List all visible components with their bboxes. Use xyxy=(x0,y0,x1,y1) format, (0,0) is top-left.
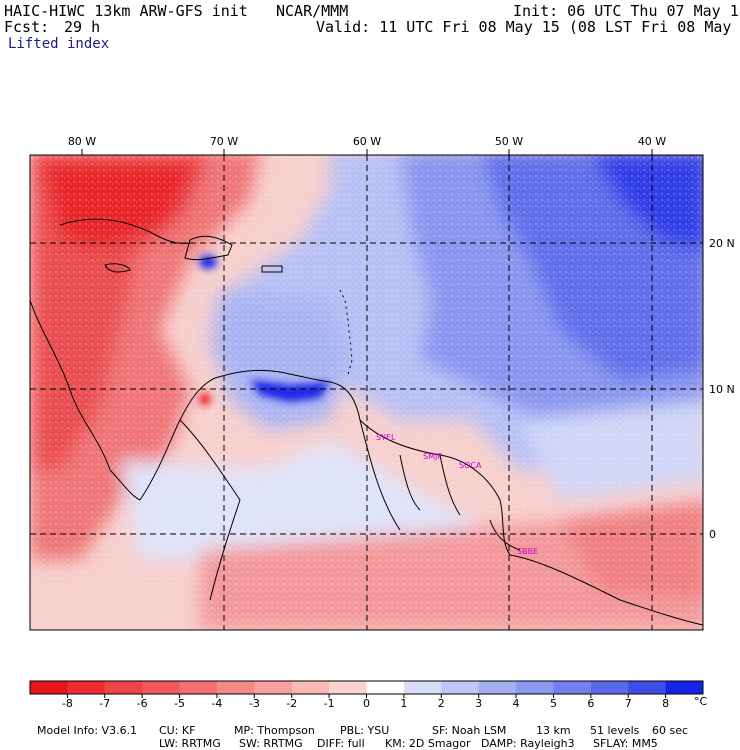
colorbar-label: -7 xyxy=(99,697,110,710)
time-step: 60 sec xyxy=(652,724,689,737)
colorbar-swatch xyxy=(553,681,592,694)
station-sbbe: SBBE xyxy=(517,547,538,556)
lat-label-0: 0 xyxy=(709,528,716,541)
colorbar-swatch xyxy=(590,681,629,694)
microphysics-scheme: MP: Thompson xyxy=(234,724,315,737)
model-info-line2: LW: RRTMG SW: RRTMG DIFF: full KM: 2D Smago… xyxy=(152,726,658,750)
colorbar-swatch xyxy=(329,681,367,694)
pbl-scheme: PBL: YSU xyxy=(340,724,390,737)
valid-time: Valid: 11 UTC Fri 08 May 15 (08 LST Fri … xyxy=(316,18,740,36)
surface-scheme: SF: Noah LSM xyxy=(432,724,507,737)
lat-lon-grid xyxy=(30,155,703,630)
lat-label-20n: 20 N xyxy=(709,237,735,250)
colorbar-swatch xyxy=(628,681,667,694)
colorbar-swatch xyxy=(516,681,554,694)
model-version: Model Info: V3.6.1 xyxy=(37,724,138,737)
field-shading xyxy=(30,155,703,630)
top-ticks xyxy=(81,149,653,155)
coastlines xyxy=(30,218,703,626)
colorbar-swatch xyxy=(403,681,442,694)
colorbar-unit: °C xyxy=(694,695,708,708)
forecast-hour: 29 h xyxy=(64,18,101,36)
colorbar-label: 3 xyxy=(475,697,482,710)
colorbar-label: -1 xyxy=(324,697,335,710)
colorbar: -8 -7 -6 -5 -4 -3 -2 -1 0 1 2 3 4 5 6 7 8 xyxy=(29,680,704,710)
colorbar-label: -3 xyxy=(249,697,260,710)
colorbar-label: 5 xyxy=(550,697,557,710)
colorbar-swatch xyxy=(216,681,255,694)
colorbar-label: 2 xyxy=(438,697,445,710)
field-name: Lifted index xyxy=(8,36,110,52)
lat-label-10n: 10 N xyxy=(709,383,735,396)
station-soca: SOCA xyxy=(459,461,482,470)
colorbar-label: -6 xyxy=(137,697,148,710)
colorbar-label: 7 xyxy=(625,697,632,710)
colorbar-label: 8 xyxy=(662,697,669,710)
colorbar-swatch xyxy=(665,681,704,694)
model-title: HAIC-HIWC 13km ARW-GFS init xyxy=(4,2,248,20)
colorbar-label: -8 xyxy=(62,697,73,710)
colorbar-label: 4 xyxy=(513,697,520,710)
station-labels: SYEL SMJP SOCA SBBE xyxy=(376,433,538,556)
vertical-levels: 51 levels xyxy=(590,724,640,737)
colorbar-swatch xyxy=(104,681,143,694)
colorbar-label: 6 xyxy=(587,697,594,710)
lon-label-60w: 60 W xyxy=(353,135,381,148)
org-label: NCAR/MMM xyxy=(276,2,349,20)
lon-label-50w: 50 W xyxy=(495,135,523,148)
cumulus-scheme: CU: KF xyxy=(159,724,196,737)
colorbar-swatch xyxy=(291,681,330,694)
colorbar-label: 0 xyxy=(363,697,370,710)
colorbar-swatch xyxy=(441,681,480,694)
colorbar-swatch xyxy=(142,681,181,694)
model-info-line1: Model Info: V3.6.1 CU: KF MP: Thompson PBL:… xyxy=(30,713,688,737)
colorbar-swatch xyxy=(366,681,405,694)
init-time: Init: 06 UTC Thu 07 May 15 xyxy=(513,2,740,20)
colorbar-swatch xyxy=(67,681,106,694)
station-smjp: SMJP xyxy=(423,452,442,461)
lon-label-70w: 70 W xyxy=(210,135,238,148)
colorbar-swatch xyxy=(179,681,218,694)
colorbar-label: -2 xyxy=(286,697,297,710)
grid-spacing: 13 km xyxy=(536,724,571,737)
colorbar-label: -5 xyxy=(174,697,185,710)
colorbar-swatch xyxy=(30,681,68,694)
colorbar-label: -4 xyxy=(211,697,222,710)
colorbar-swatch xyxy=(254,681,293,694)
colorbar-swatch xyxy=(478,681,517,694)
forecast-label: Fcst: xyxy=(4,18,50,36)
station-syel: SYEL xyxy=(376,433,396,442)
colorbar-label: 1 xyxy=(400,697,407,710)
lon-label-40w: 40 W xyxy=(638,135,666,148)
lon-label-80w: 80 W xyxy=(68,135,96,148)
